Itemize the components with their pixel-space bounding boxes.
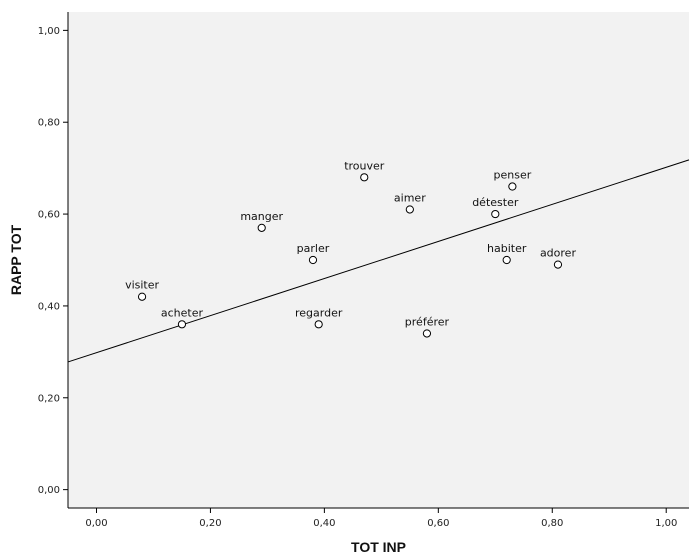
point-label: acheter (161, 306, 204, 319)
point-label: détester (472, 196, 519, 209)
point-label: manger (240, 210, 283, 223)
point-label: aimer (394, 191, 426, 204)
x-tick-label: 0,60 (427, 518, 449, 529)
point-label: préférer (405, 315, 450, 328)
y-axis-title: RAPP TOT (8, 224, 24, 295)
point-label: trouver (344, 159, 385, 172)
data-point (360, 173, 369, 182)
y-tick-label: 0,60 (38, 210, 60, 221)
point-label: parler (297, 242, 330, 255)
point-label: regarder (295, 306, 343, 319)
y-tick-label: 0,00 (38, 485, 60, 496)
data-point (405, 205, 414, 214)
y-tick-label: 0,80 (38, 118, 60, 129)
y-tick-label: 0,20 (38, 393, 60, 404)
plot-area (68, 12, 689, 508)
x-tick-label: 0,00 (85, 518, 107, 529)
regression-line (67, 159, 690, 363)
point-label: habiter (487, 242, 527, 255)
data-point (177, 320, 187, 329)
x-tick-label: 0,40 (313, 518, 335, 529)
data-point (422, 329, 432, 338)
x-tick-label: 1,00 (655, 518, 677, 529)
x-tick-label: 0,20 (199, 518, 221, 529)
data-point (508, 182, 517, 191)
x-tick-label: 0,80 (541, 518, 563, 529)
y-tick-label: 0,40 (38, 301, 60, 312)
data-point (257, 223, 266, 232)
y-tick-label: 1,00 (38, 26, 60, 37)
point-label: adorer (540, 247, 577, 260)
data-point (502, 255, 511, 265)
point-label: visiter (125, 279, 159, 292)
data-point (308, 255, 318, 265)
data-point (491, 209, 500, 219)
data-point (553, 260, 563, 269)
point-label: penser (494, 169, 532, 182)
data-point (314, 320, 323, 329)
data-point (137, 292, 147, 301)
x-axis-title: TOT INP (351, 539, 406, 555)
